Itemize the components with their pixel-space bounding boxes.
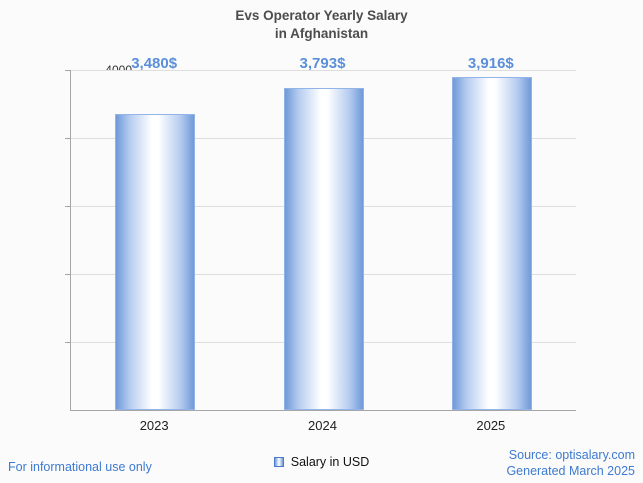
- legend-swatch-icon: [273, 457, 284, 467]
- x-tick-label: 2024: [308, 418, 337, 433]
- source-block: Source: optisalary.com Generated March 2…: [506, 447, 635, 479]
- y-tick-mark: [65, 206, 71, 207]
- bar: [451, 77, 532, 410]
- disclaimer-text: For informational use only: [8, 460, 152, 474]
- gridline: [71, 70, 576, 71]
- bar-value-label: 3,916$: [467, 55, 514, 72]
- y-tick-mark: [65, 342, 71, 343]
- legend-label: Salary in USD: [290, 455, 370, 469]
- generated-text: Generated March 2025: [506, 464, 635, 478]
- bar-value-label: 3,480$: [131, 55, 178, 72]
- y-tick-mark: [65, 70, 71, 71]
- source-link[interactable]: Source: optisalary.com: [508, 448, 635, 462]
- bar: [115, 114, 196, 410]
- x-tick-label: 2023: [139, 418, 169, 433]
- x-tick-label: 2025: [476, 418, 506, 433]
- chart-title-line1: Evs Operator Yearly Salary: [235, 8, 408, 23]
- chart-title: Evs Operator Yearly Salary in Afghanista…: [0, 7, 643, 42]
- bar: [283, 87, 364, 410]
- bar-value-label: 3,793$: [299, 55, 346, 72]
- y-tick-mark: [65, 274, 71, 275]
- plot-area: [65, 70, 576, 411]
- legend: Salary in USD: [0, 455, 643, 469]
- chart-title-line2: in Afghanistan: [274, 25, 369, 41]
- y-tick-mark: [65, 138, 71, 139]
